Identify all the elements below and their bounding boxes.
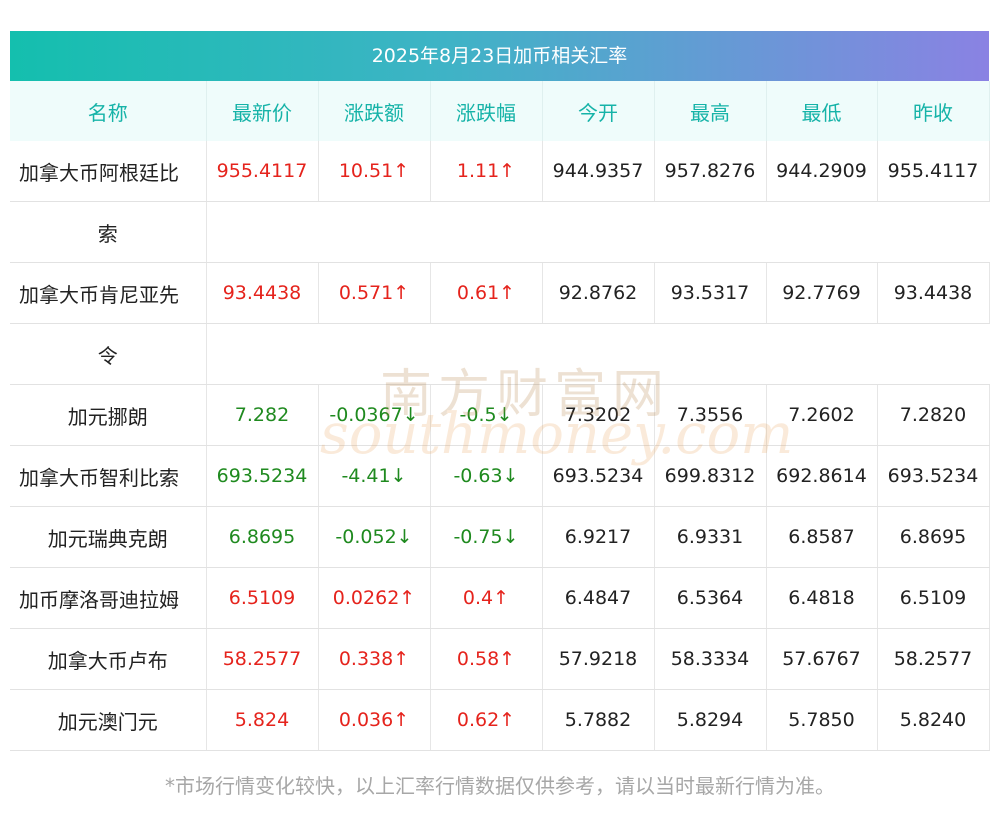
table-row: 加元澳门元 5.824 0.036↑ 0.62↑ 5.7882 5.8294 5.7850 5…	[10, 689, 990, 751]
cell-low: 692.8614	[766, 445, 878, 507]
cell-change: -0.0367↓	[318, 384, 431, 446]
cell-change: -4.41↓	[318, 445, 431, 507]
table-row: 加拿大币肯尼亚先 93.4438 0.571↑ 0.61↑ 92.8762 93.5317…	[10, 262, 990, 324]
cell-prev: 955.4117	[877, 141, 990, 202]
rates-panel: 2025年8月23日加币相关汇率 名称 最新价 涨跌额 涨跌幅 今开 最高 最低…	[10, 31, 990, 751]
cell-change: 0.571↑	[318, 262, 431, 324]
cell-high: 699.8312	[654, 445, 767, 507]
cell-change-pct: 0.61↑	[430, 262, 543, 324]
cell-name: 加币摩洛哥迪拉姆	[10, 567, 207, 629]
cell-prev: 5.8240	[877, 689, 990, 751]
cell-latest: 5.824	[206, 689, 319, 751]
cell-change-pct: 1.11↑	[430, 141, 543, 202]
cell-name: 加元挪朗	[10, 384, 207, 446]
cell-high: 6.5364	[654, 567, 767, 629]
cell-high: 5.8294	[654, 689, 767, 751]
cell-change-pct: 0.4↑	[430, 567, 543, 629]
cell-low: 92.7769	[766, 262, 878, 324]
rates-table: 名称 最新价 涨跌额 涨跌幅 今开 最高 最低 昨收 加拿大币阿根廷比 955.4…	[10, 81, 990, 751]
cell-latest: 58.2577	[206, 628, 319, 690]
cell-change-pct: 0.62↑	[430, 689, 543, 751]
cell-change-pct: -0.75↓	[430, 506, 543, 568]
table-row: 加元挪朗 7.282 -0.0367↓ -0.5↓ 7.3202 7.3556 7.2602…	[10, 384, 990, 446]
table-row: 加币摩洛哥迪拉姆 6.5109 0.0262↑ 0.4↑ 6.4847 6.5364 6.4…	[10, 567, 990, 629]
cell-change: -0.052↓	[318, 506, 431, 568]
cell-open: 57.9218	[542, 628, 655, 690]
empty-cell	[206, 323, 989, 385]
cell-low: 6.4818	[766, 567, 878, 629]
empty-cell	[206, 201, 989, 263]
cell-high: 7.3556	[654, 384, 767, 446]
cell-high: 93.5317	[654, 262, 767, 324]
cell-name: 加拿大币阿根廷比	[10, 141, 207, 202]
header-change-pct: 涨跌幅	[430, 81, 543, 141]
cell-low: 57.6767	[766, 628, 878, 690]
cell-latest: 6.8695	[206, 506, 319, 568]
cell-open: 6.4847	[542, 567, 655, 629]
cell-prev: 693.5234	[877, 445, 990, 507]
cell-low: 6.8587	[766, 506, 878, 568]
table-row: 加元瑞典克朗 6.8695 -0.052↓ -0.75↓ 6.9217 6.9331 6.8…	[10, 506, 990, 568]
cell-change: 0.036↑	[318, 689, 431, 751]
cell-prev: 6.8695	[877, 506, 990, 568]
cell-high: 957.8276	[654, 141, 767, 202]
cell-low: 7.2602	[766, 384, 878, 446]
cell-change-pct: -0.63↓	[430, 445, 543, 507]
cell-open: 944.9357	[542, 141, 655, 202]
cell-latest: 955.4117	[206, 141, 319, 202]
cell-prev: 7.2820	[877, 384, 990, 446]
table-row: 加拿大币智利比索 693.5234 -4.41↓ -0.63↓ 693.5234 699.…	[10, 445, 990, 507]
cell-prev: 93.4438	[877, 262, 990, 324]
cell-name: 加拿大币肯尼亚先	[10, 262, 207, 324]
header-change: 涨跌额	[318, 81, 431, 141]
cell-prev: 58.2577	[877, 628, 990, 690]
cell-name: 加元瑞典克朗	[10, 506, 207, 568]
header-low: 最低	[766, 81, 878, 141]
cell-low: 944.2909	[766, 141, 878, 202]
cell-change: 0.338↑	[318, 628, 431, 690]
table-row: 加拿大币卢布 58.2577 0.338↑ 0.58↑ 57.9218 58.3334 57…	[10, 628, 990, 690]
cell-high: 58.3334	[654, 628, 767, 690]
header-prev: 昨收	[877, 81, 990, 141]
header-high: 最高	[654, 81, 767, 141]
cell-open: 6.9217	[542, 506, 655, 568]
header-latest: 最新价	[206, 81, 319, 141]
table-row-continuation: 令	[10, 323, 989, 385]
cell-open: 7.3202	[542, 384, 655, 446]
cell-open: 693.5234	[542, 445, 655, 507]
cell-open: 5.7882	[542, 689, 655, 751]
cell-latest: 93.4438	[206, 262, 319, 324]
cell-high: 6.9331	[654, 506, 767, 568]
cell-name-continuation: 令	[10, 323, 207, 385]
cell-change: 0.0262↑	[318, 567, 431, 629]
cell-change-pct: 0.58↑	[430, 628, 543, 690]
header-row: 名称 最新价 涨跌额 涨跌幅 今开 最高 最低 昨收	[10, 81, 990, 141]
cell-change-pct: -0.5↓	[430, 384, 543, 446]
cell-change: 10.51↑	[318, 141, 431, 202]
header-name: 名称	[10, 81, 207, 141]
header-open: 今开	[542, 81, 655, 141]
cell-low: 5.7850	[766, 689, 878, 751]
table-row: 加拿大币阿根廷比 955.4117 10.51↑ 1.11↑ 944.9357 957.8…	[10, 141, 990, 202]
cell-latest: 693.5234	[206, 445, 319, 507]
cell-name: 加拿大币卢布	[10, 628, 207, 690]
cell-prev: 6.5109	[877, 567, 990, 629]
cell-latest: 6.5109	[206, 567, 319, 629]
cell-open: 92.8762	[542, 262, 655, 324]
table-row-continuation: 索	[10, 201, 989, 263]
cell-latest: 7.282	[206, 384, 319, 446]
cell-name-continuation: 索	[10, 201, 207, 263]
cell-name: 加拿大币智利比索	[10, 445, 207, 507]
table-title: 2025年8月23日加币相关汇率	[10, 31, 989, 81]
table-body: 加拿大币阿根廷比 955.4117 10.51↑ 1.11↑ 944.9357 957.8…	[10, 141, 990, 751]
disclaimer-footnote: *市场行情变化较快，以上汇率行情数据仅供参考，请以当时最新行情为准。	[165, 774, 835, 798]
cell-name: 加元澳门元	[10, 689, 207, 751]
